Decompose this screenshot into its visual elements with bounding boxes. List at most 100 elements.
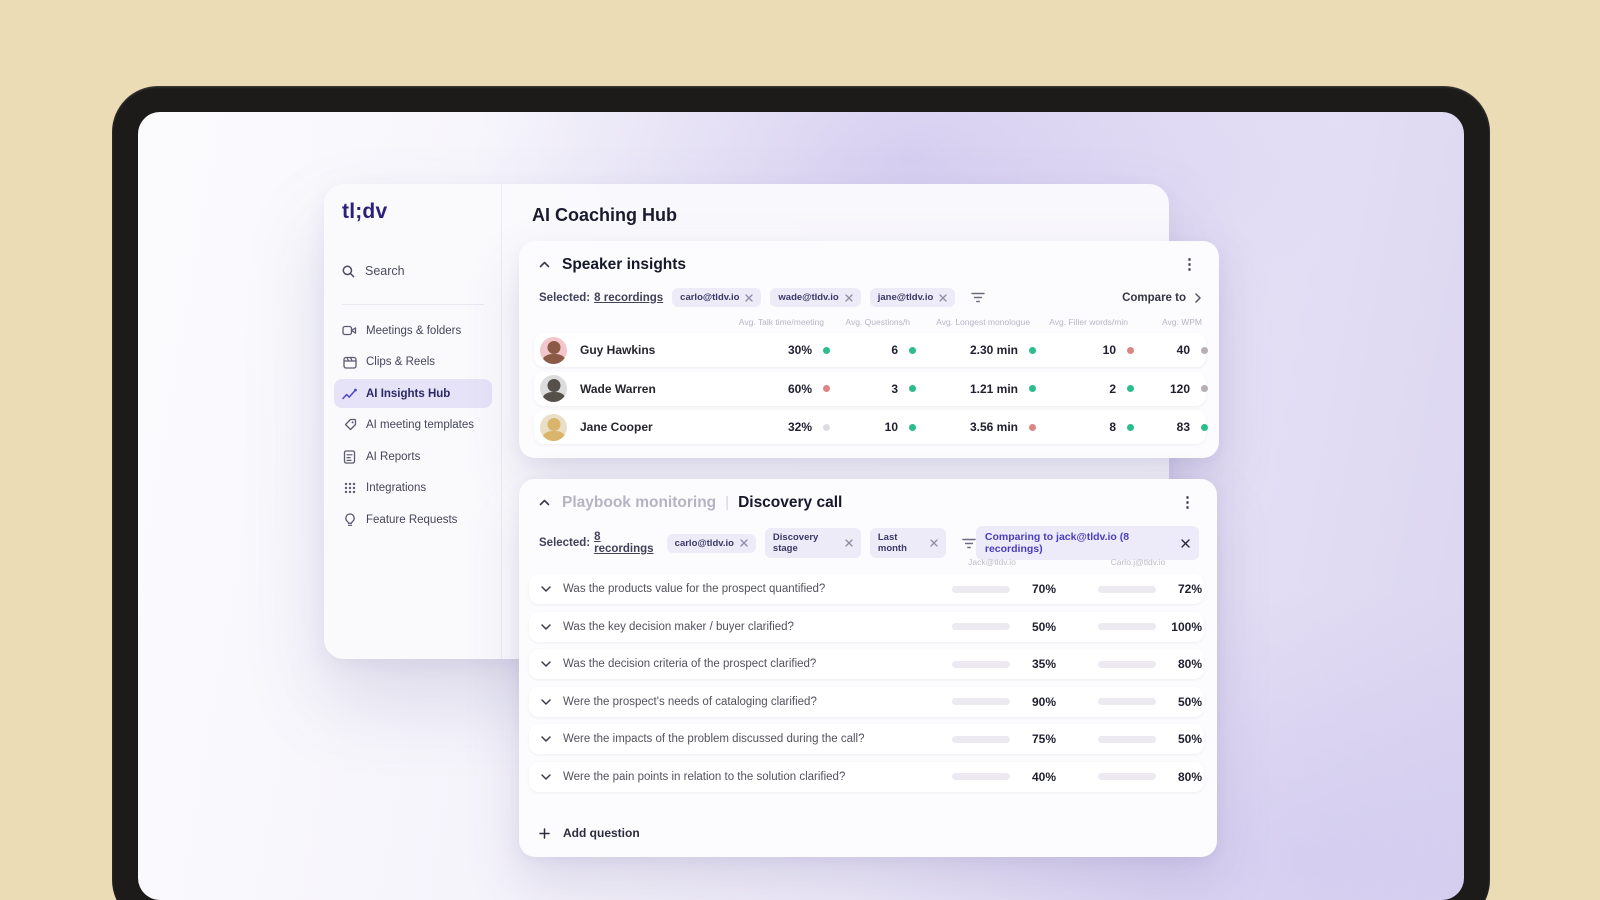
title-separator: |	[725, 494, 730, 511]
chevron-up-icon[interactable]	[539, 499, 550, 506]
speaker-table: Guy Hawkins 30% 6 2.30 min 10 40 Wade Wa…	[534, 333, 1208, 449]
question-row[interactable]: Was the key decision maker / buyer clari…	[529, 611, 1204, 642]
progress-bar	[1098, 773, 1156, 780]
kebab-menu-icon[interactable]: ⋮	[1182, 256, 1197, 273]
compare-to-button[interactable]: Compare to	[1122, 292, 1201, 304]
report-doc-icon	[342, 449, 357, 464]
filter-funnel-icon[interactable]	[971, 292, 985, 303]
chevron-down-icon[interactable]	[529, 736, 563, 742]
filter-chip[interactable]: carlo@tldv.io	[672, 288, 762, 307]
chevron-down-icon[interactable]	[529, 586, 563, 592]
status-dot	[823, 346, 830, 354]
close-icon[interactable]	[939, 293, 947, 302]
add-question-button[interactable]: Add question	[539, 826, 640, 840]
tldv-logo[interactable]: tl;dv	[342, 200, 388, 223]
metric-value: 1.21 min	[969, 381, 1018, 396]
kebab-menu-icon[interactable]: ⋮	[1180, 494, 1195, 511]
filter-chip[interactable]: carlo@tldv.io	[666, 533, 756, 553]
table-row[interactable]: Jane Cooper 32% 10 3.56 min 8 83	[534, 410, 1208, 444]
question-row[interactable]: Was the decision criteria of the prospec…	[529, 649, 1204, 679]
laptop-screen: tl;dv Search Meetings & folde	[138, 112, 1464, 900]
chevron-right-icon	[1195, 292, 1201, 303]
question-row[interactable]: Was the products value for the prospect …	[529, 574, 1204, 604]
filter-chip[interactable]: Discovery stage	[764, 528, 861, 558]
status-dot	[1127, 346, 1134, 354]
status-dot	[909, 423, 916, 431]
sidebar-item-feature-requests[interactable]: Feature Requests	[334, 505, 492, 534]
chevron-down-icon[interactable]	[529, 661, 563, 667]
chevron-up-icon[interactable]	[539, 261, 550, 268]
filter-chip[interactable]: wade@tldv.io	[770, 288, 861, 307]
metric-value: 30%	[787, 343, 812, 357]
card-title: Speaker insights	[562, 255, 687, 273]
playbook-card-header: Playbook monitoring | Discovery call ⋮	[539, 493, 1199, 512]
status-dot	[909, 385, 916, 392]
question-row[interactable]: Were the prospect's needs of cataloging …	[529, 686, 1204, 717]
metric-value: 83	[1176, 420, 1190, 434]
progress-bar	[1098, 660, 1156, 668]
close-icon[interactable]	[745, 293, 754, 302]
speaker-insights-card: Speaker insights ⋮ Selected: 8 recording…	[519, 241, 1219, 458]
chevron-down-icon[interactable]	[529, 773, 563, 780]
chevron-down-icon[interactable]	[529, 698, 563, 705]
status-dot	[823, 423, 830, 431]
status-dot	[1029, 423, 1036, 431]
metric-value: 2	[1109, 381, 1116, 396]
filter-chip[interactable]: jane@tldv.io	[869, 288, 956, 307]
sidebar-item-ai-reports[interactable]: AI Reports	[334, 442, 492, 471]
close-icon[interactable]	[930, 539, 938, 547]
progress-bar	[952, 660, 1010, 668]
video-camera-icon	[342, 324, 357, 337]
question-text: Was the key decision maker / buyer clari…	[563, 620, 794, 633]
table-row[interactable]: Wade Warren 60% 3 1.21 min 2 120	[534, 371, 1208, 406]
status-dot	[1029, 385, 1036, 392]
close-icon[interactable]	[845, 539, 853, 547]
question-text: Were the prospect's needs of cataloging …	[563, 695, 817, 708]
progress-bar	[952, 773, 1010, 780]
status-dot	[1029, 346, 1036, 354]
sidebar-item-ai-insights-hub[interactable]: AI Insights Hub	[334, 379, 492, 408]
question-text: Were the impacts of the problem discusse…	[563, 733, 865, 745]
search-label: Search	[365, 264, 405, 278]
comparing-chip[interactable]: Comparing to jack@tldv.io (8 recordings)	[975, 526, 1199, 560]
progress-bar	[952, 623, 1010, 630]
close-icon[interactable]	[1181, 538, 1190, 548]
sidebar-item-meetings-folders[interactable]: Meetings & folders	[334, 316, 492, 345]
metric-value: 10	[884, 420, 898, 434]
search-button[interactable]: Search	[342, 264, 405, 278]
selected-label: Selected:	[539, 291, 591, 304]
sidebar-item-clips-reels[interactable]: Clips & Reels	[334, 348, 492, 377]
question-text: Were the pain points in relation to the …	[563, 770, 846, 783]
column-header: Jack@tldv.io	[968, 557, 1016, 567]
metric-value: 8	[1109, 420, 1116, 434]
percent-value: 80%	[1177, 769, 1202, 784]
question-row[interactable]: Were the impacts of the problem discusse…	[529, 724, 1204, 754]
metric-value: 60%	[787, 381, 812, 396]
selected-count-link[interactable]: 8 recordings	[594, 291, 664, 304]
filter-funnel-icon[interactable]	[962, 538, 976, 549]
percent-value: 50%	[1177, 694, 1202, 709]
avatar	[540, 336, 567, 364]
sidebar-item-ai-meeting-templates[interactable]: AI meeting templates	[334, 411, 492, 440]
question-row[interactable]: Were the pain points in relation to the …	[529, 761, 1204, 792]
speaker-column-headers: Avg. Talk time/meeting Avg. Questions/h …	[534, 317, 1206, 327]
sidebar-nav: Meetings & folders Clips & Reels	[334, 316, 492, 537]
close-icon[interactable]	[740, 539, 748, 547]
progress-bar	[1098, 735, 1156, 743]
selected-count-link[interactable]: 8 recordings	[594, 531, 654, 555]
sidebar-item-label: AI Insights Hub	[366, 387, 451, 400]
metric-value: 10	[1102, 343, 1116, 357]
percent-value: 72%	[1177, 582, 1202, 596]
sidebar-item-label: Meetings & folders	[366, 324, 462, 337]
column-header: Avg. Questions/h	[845, 317, 910, 327]
chevron-down-icon[interactable]	[529, 623, 563, 630]
close-icon[interactable]	[845, 293, 853, 302]
card-title-muted: Playbook monitoring	[562, 493, 717, 511]
status-dot	[1127, 423, 1134, 431]
filter-chip[interactable]: Last month	[869, 528, 946, 558]
table-row[interactable]: Guy Hawkins 30% 6 2.30 min 10 40	[534, 333, 1208, 367]
progress-bar	[1098, 623, 1156, 630]
sidebar-item-integrations[interactable]: Integrations	[334, 474, 492, 503]
sidebar-item-label: AI meeting templates	[366, 419, 475, 431]
